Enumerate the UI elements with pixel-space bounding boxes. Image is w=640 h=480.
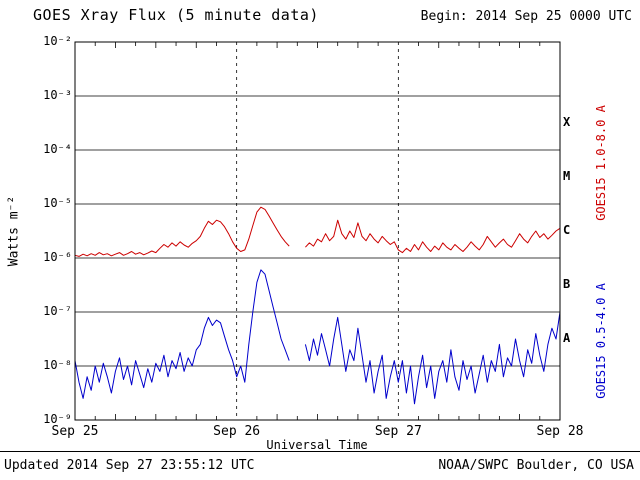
- x-tick-label: Sep 28: [536, 424, 584, 439]
- y-tick-label: 10⁻³: [43, 88, 72, 102]
- y-tick-label: 10⁻⁷: [43, 304, 72, 318]
- y-tick-label: 10⁻⁹: [43, 412, 72, 426]
- updated-timestamp: Updated 2014 Sep 27 23:55:12 UTC: [4, 458, 255, 473]
- flare-class-label: X: [563, 115, 571, 129]
- x-tick-label: Sep 27: [374, 424, 422, 439]
- y-tick-label: 10⁻⁵: [43, 196, 72, 210]
- y-tick-label: 10⁻⁸: [43, 358, 72, 372]
- chart-title: GOES Xray Flux (5 minute data): [33, 6, 319, 24]
- series-short-wavelength: [74, 269, 561, 405]
- y-tick-label: 10⁻⁴: [43, 142, 72, 156]
- plot-frame: [74, 41, 561, 421]
- begin-timestamp: Begin: 2014 Sep 25 0000 UTC: [420, 9, 632, 24]
- flare-class-label: M: [563, 169, 571, 183]
- y-tick-label: 10⁻²: [43, 34, 72, 48]
- y-tick-label: 10⁻⁶: [43, 250, 72, 264]
- flare-class-label: C: [563, 223, 571, 237]
- x-axis-label: Universal Time: [266, 438, 368, 452]
- flare-class-label: B: [563, 277, 571, 291]
- flare-class-label: A: [563, 331, 571, 345]
- x-tick-label: Sep 26: [213, 424, 261, 439]
- legend-goes15-long-channel: GOES15 1.0-8.0 A: [594, 105, 608, 221]
- footer-divider: [0, 451, 640, 452]
- y-axis-label: Watts m⁻²: [6, 195, 22, 267]
- series-long-wavelength: [74, 206, 561, 257]
- legend-goes15-short-channel: GOES15 0.5-4.0 A: [594, 283, 608, 399]
- source-credit: NOAA/SWPC Boulder, CO USA: [438, 458, 634, 473]
- x-tick-label: Sep 25: [51, 424, 99, 439]
